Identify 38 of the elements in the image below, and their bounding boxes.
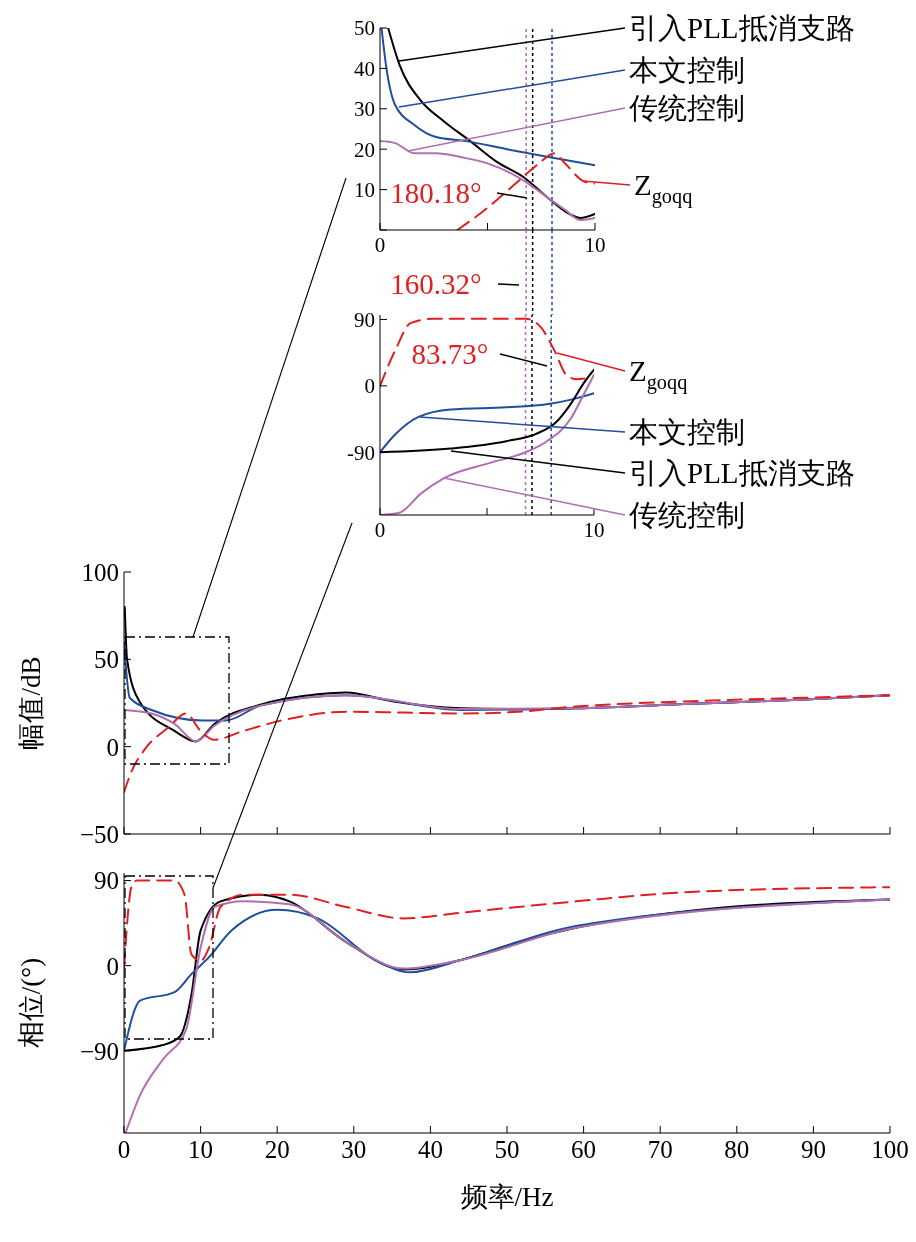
series-label: 本文控制 xyxy=(629,416,745,448)
x-tick-label: 50 xyxy=(494,1135,520,1163)
text: 传统控制 xyxy=(629,499,745,531)
text: 引入PLL抵消支路 xyxy=(629,457,855,489)
y-tick-label: −50 xyxy=(79,820,119,848)
x-tick-label: 40 xyxy=(417,1135,443,1163)
y-tick-label: 90 xyxy=(94,867,119,895)
y-tick-label: -90 xyxy=(347,440,375,465)
annotation: 83.73° xyxy=(411,338,489,370)
y-tick-label: 20 xyxy=(354,137,375,162)
y-tick-label: 30 xyxy=(354,97,375,122)
y-tick-label: 0 xyxy=(106,952,119,980)
legend-label: Z$_{goqq}$ xyxy=(634,169,693,208)
text: 本文控制 xyxy=(629,54,745,86)
y-tick-label: 10 xyxy=(354,178,375,203)
y-axis-title: 幅值/dB xyxy=(15,656,46,750)
x-tick-label: 20 xyxy=(264,1135,290,1163)
y-tick-label: 0 xyxy=(364,374,375,399)
y-tick-label: 100 xyxy=(81,558,119,586)
y-tick-label: −90 xyxy=(79,1037,119,1065)
annotation: 180.18° xyxy=(390,177,482,209)
text: 160.32° xyxy=(390,268,482,300)
y-tick-label: 40 xyxy=(354,56,375,81)
x-tick-label: 70 xyxy=(647,1135,673,1163)
x-tick-label: 60 xyxy=(571,1135,597,1163)
y-tick-label: 50 xyxy=(94,646,119,674)
text: 传统控制 xyxy=(629,92,745,124)
x-tick-label: 80 xyxy=(724,1135,750,1163)
x-tick-label: 90 xyxy=(800,1135,826,1163)
y-axis-title: 相位/(°) xyxy=(15,957,46,1049)
y-tick-label: 90 xyxy=(354,307,375,332)
y-tick-label: 50 xyxy=(354,16,375,41)
text: 引入PLL抵消支路 xyxy=(629,12,855,44)
y-tick-label: 0 xyxy=(106,733,119,761)
x-axis-title: 频率/Hz xyxy=(460,1182,554,1212)
legend-label: Z$_{goqq}$ xyxy=(629,355,688,394)
x-tick-label: 10 xyxy=(188,1135,214,1163)
x-tick-label: 100 xyxy=(871,1135,909,1163)
